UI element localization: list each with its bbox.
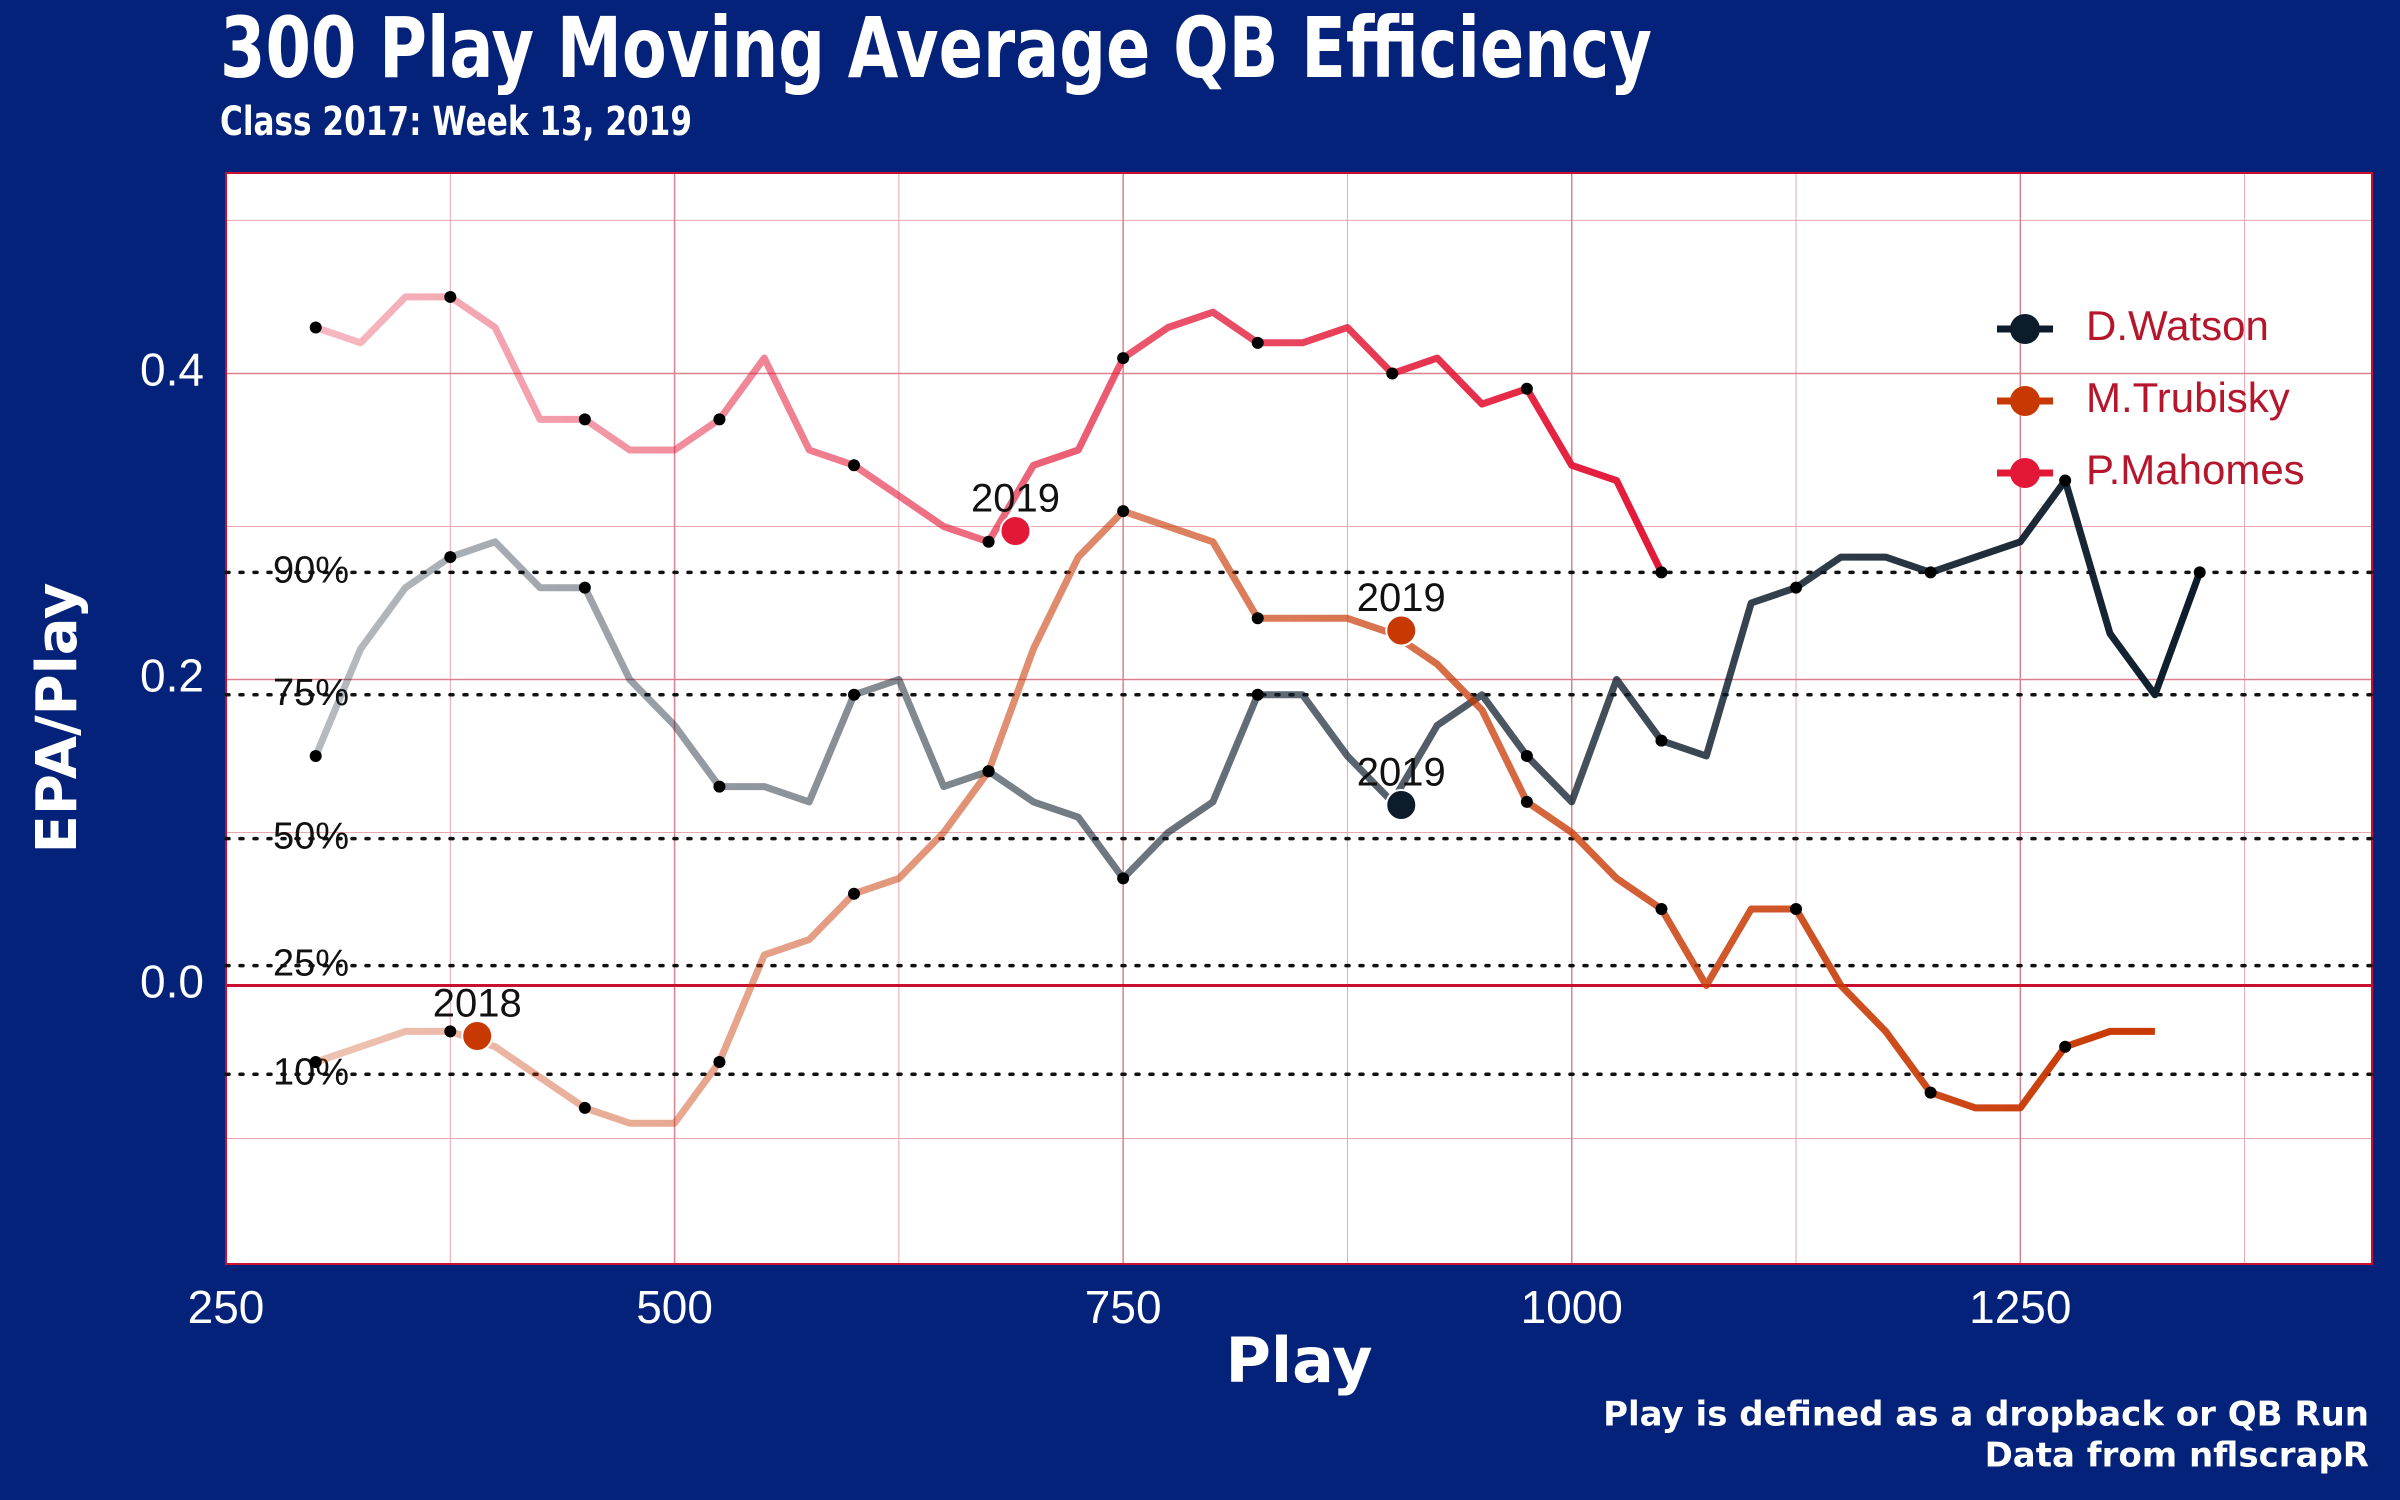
point [1655,566,1668,579]
legend-label: M.Trubisky [2086,374,2290,421]
annotation: 2019 [971,477,1060,521]
point [1655,734,1668,747]
point [1117,352,1130,365]
plot-background [226,173,2372,1264]
legend-marker [2010,386,2040,416]
plot-border [225,172,2373,1265]
x-tick-label: 750 [1085,1281,1162,1333]
season-marker [999,515,1032,548]
point [1251,612,1264,625]
legend-marker [2010,458,2040,488]
point [444,290,457,303]
reference-label: 25% [273,943,349,985]
point [1924,566,1937,579]
point [1655,903,1668,916]
reference-label: 50% [273,816,349,858]
point [1520,795,1533,808]
point [982,535,995,548]
point [309,1056,322,1069]
x-tick-label: 250 [188,1281,265,1333]
y-tick-label: 0.2 [140,650,204,702]
legend-marker [2010,314,2040,344]
y-axis-label: EPA/Play [25,583,90,854]
point [713,413,726,426]
point [1251,688,1264,701]
x-tick-label: 500 [636,1281,713,1333]
y-tick-label: 0.4 [140,344,204,396]
point [2193,566,2206,579]
point [444,551,457,564]
point [713,1056,726,1069]
chart-subtitle: Class 2017: Week 13, 2019 [220,99,692,145]
point [578,413,591,426]
season-marker [461,1020,494,1053]
annotation: 2019 [1357,751,1446,795]
reference-label: 90% [273,549,349,591]
point [309,321,322,334]
x-tick-label: 1250 [1969,1281,2071,1333]
point [1386,367,1399,380]
legend-label: D.Watson [2086,302,2269,349]
annotation: 2019 [1357,576,1446,620]
point [848,887,861,900]
point [848,459,861,472]
chart-title: 300 Play Moving Average QB Efficiency [220,0,1652,97]
annotation: 2018 [433,982,522,1026]
point [1117,872,1130,885]
series-line [314,507,2155,1127]
point [1790,903,1803,916]
point [1117,505,1130,518]
point [2059,1040,2072,1053]
x-axis-label: Play [1225,1324,1372,1397]
point [1251,336,1264,349]
point [444,1025,457,1038]
point [848,688,861,701]
point [578,1101,591,1114]
point [1924,1086,1937,1099]
y-tick-label: 0.0 [140,956,204,1008]
caption: Data from nflscrapR [1985,1436,2369,1476]
point [309,749,322,762]
point [2059,474,2072,487]
x-tick-label: 1000 [1521,1281,1623,1333]
point [713,780,726,793]
point [578,581,591,594]
point [1790,581,1803,594]
caption: Play is defined as a dropback or QB Run [1603,1395,2369,1435]
season-marker [1385,788,1418,821]
legend-label: P.Mahomes [2086,446,2305,493]
point [1520,382,1533,395]
season-marker [1385,614,1418,647]
point [1520,749,1533,762]
point [982,765,995,778]
